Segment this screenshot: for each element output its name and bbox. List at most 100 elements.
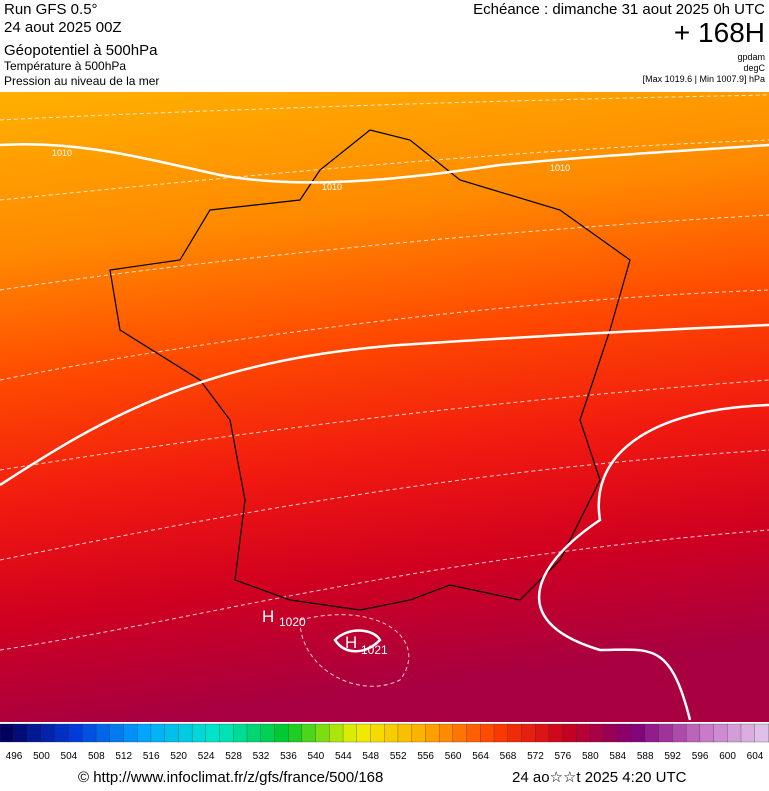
colorbar-label: 536: [280, 751, 297, 762]
colorbar-label: 508: [88, 751, 105, 762]
pressure-range: [Max 1019.6 | Min 1007.9] hPa: [643, 74, 765, 84]
colorbar-label: 604: [747, 751, 764, 762]
color-swatch: [685, 723, 701, 743]
colorbar-label: 596: [692, 751, 709, 762]
temperature-field: [0, 92, 769, 722]
color-swatch: [246, 723, 262, 743]
colorbar-label: 540: [308, 751, 325, 762]
color-swatch: [438, 723, 454, 743]
color-swatch: [137, 723, 152, 743]
color-swatch: [493, 723, 509, 743]
color-swatch: [164, 723, 180, 743]
color-swatch: [589, 723, 605, 743]
color-swatch: [535, 723, 550, 743]
color-swatch: [397, 723, 413, 743]
color-swatch: [370, 723, 385, 743]
color-swatch: [754, 723, 769, 743]
color-swatch: [27, 723, 42, 743]
forecast: Echéance : dimanche 31 aout 2025 0h UTC: [473, 1, 765, 18]
colorbar-label: 516: [143, 751, 160, 762]
coastline: [109, 129, 631, 611]
color-swatch: [288, 723, 303, 743]
colorbar-label: 552: [390, 751, 407, 762]
colorbar-label: 504: [61, 751, 78, 762]
color-swatch: [480, 723, 495, 743]
colorbar-label: 512: [115, 751, 132, 762]
color-swatch: [123, 723, 138, 743]
color-swatch: [521, 723, 536, 743]
run: Run GFS 0.5°: [4, 1, 98, 18]
color-swatch: [466, 723, 481, 743]
colorbar-label: 580: [582, 751, 599, 762]
lead-time: + 168H: [674, 17, 765, 48]
color-swatch: [562, 723, 577, 743]
color-swatch: [713, 723, 728, 743]
high-value: 1021: [361, 643, 388, 657]
colorbar-label: 548: [362, 751, 379, 762]
colorbar-label: 528: [225, 751, 242, 762]
colorbar-label: 496: [6, 751, 23, 762]
color-swatch: [41, 723, 56, 743]
color-swatch: [109, 723, 125, 743]
field: Géopotentiel à 500hPa: [4, 42, 158, 59]
isobar-label: 1010: [322, 182, 342, 192]
color-swatch: [301, 723, 317, 743]
colorbar-label: 544: [335, 751, 352, 762]
color-swatch: [411, 723, 427, 743]
high-symbol: H: [262, 607, 274, 626]
color-swatch: [672, 723, 687, 743]
color-swatch: [617, 723, 632, 743]
color-swatch: [95, 723, 111, 743]
isobars: [0, 143, 769, 721]
color-swatch: [68, 723, 83, 743]
colorbar-label: 500: [33, 751, 50, 762]
high-symbol: H: [345, 633, 357, 652]
color-swatch: [548, 723, 564, 743]
color-swatch: [356, 723, 372, 743]
color-swatch: [507, 723, 523, 743]
colorbar-label: 520: [170, 751, 187, 762]
timestamp: 24 ao☆☆t 2025 4:20 UTC: [512, 769, 687, 786]
color-swatch: [384, 723, 399, 743]
field: Température à 500hPa: [4, 59, 126, 73]
color-swatch: [315, 723, 330, 743]
colorbar-label: 576: [555, 751, 572, 762]
color-swatch: [0, 723, 15, 743]
isobar-label: 1010: [550, 163, 570, 173]
color-swatch: [150, 723, 166, 743]
color-swatch: [274, 723, 289, 743]
isobar-label: 1010: [52, 148, 72, 158]
unit: gpdam: [737, 52, 765, 62]
colorbar-label: 592: [664, 751, 681, 762]
color-swatch: [342, 723, 358, 743]
color-swatch: [658, 723, 674, 743]
colorbar-label: 600: [719, 751, 736, 762]
color-swatch: [452, 723, 468, 743]
colorbar-label: 532: [253, 751, 270, 762]
colorbar-label: 588: [637, 751, 654, 762]
colorbar-label: 584: [609, 751, 626, 762]
color-swatch: [13, 723, 29, 743]
high-value: 1020: [279, 615, 306, 629]
colorbar-label: 560: [445, 751, 462, 762]
colorbar-label: 564: [472, 751, 489, 762]
color-swatch: [631, 723, 646, 743]
color-swatch: [219, 723, 234, 743]
color-swatch: [233, 723, 248, 743]
color-swatch: [178, 723, 193, 743]
color-swatch: [603, 723, 619, 743]
map: 1010 1010 1010 H 1020 H 1021: [0, 92, 769, 722]
colorbar-label: 572: [527, 751, 544, 762]
color-swatch: [644, 723, 660, 743]
color-swatch: [329, 723, 344, 743]
unit: degC: [743, 63, 765, 73]
colorbar-label: 524: [198, 751, 215, 762]
color-swatch: [191, 723, 207, 743]
color-swatch: [699, 723, 715, 743]
color-swatch: [727, 723, 742, 743]
colorbar: 496 500 504 508 512 516 520 524 528 532 536 540 544 5…: [0, 723, 769, 762]
color-swatch: [740, 723, 756, 743]
color-swatch: [576, 723, 591, 743]
color-swatch: [425, 723, 440, 743]
